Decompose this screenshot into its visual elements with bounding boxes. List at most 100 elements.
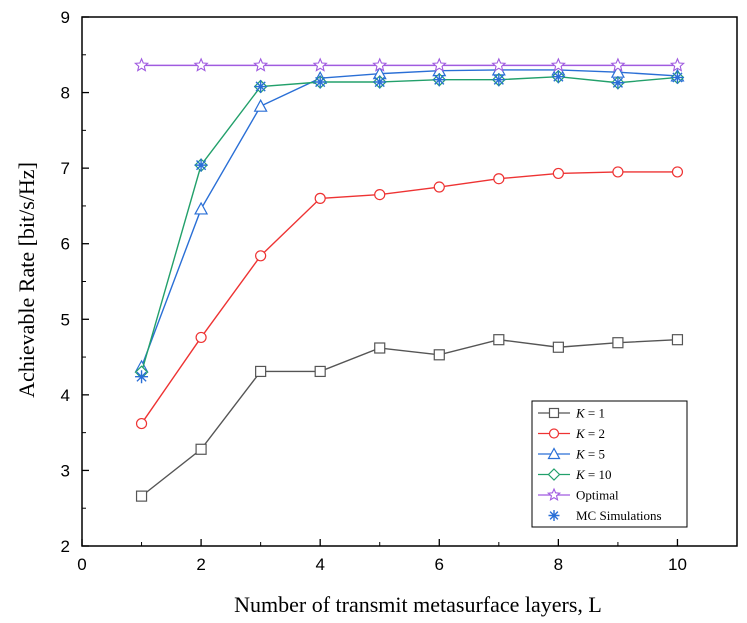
- series-line: [141, 338, 678, 497]
- legend-entry: K = 1: [538, 406, 605, 421]
- y-tick-label: 2: [61, 537, 70, 556]
- series-square: [135, 334, 684, 502]
- data-point: [135, 417, 148, 430]
- data-point: [372, 57, 388, 72]
- data-point: [195, 331, 207, 344]
- x-tick-label: 10: [668, 555, 687, 574]
- series-line: [140, 171, 678, 424]
- legend-label: MC Simulations: [576, 508, 662, 523]
- data-point: [193, 57, 209, 72]
- data-point: [433, 349, 445, 361]
- series-diamond: [134, 69, 685, 380]
- series-triangle: [134, 62, 685, 373]
- mc-simulation-point: [432, 73, 446, 87]
- mc-simulation-point: [194, 158, 208, 172]
- x-tick-label: 2: [196, 555, 205, 574]
- data-point: [194, 201, 209, 215]
- y-tick-label: 3: [61, 461, 70, 480]
- legend-entry: K = 5: [538, 447, 605, 462]
- legend-marker: [548, 510, 560, 521]
- series-line: [140, 69, 678, 368]
- legend-label: K = 1: [575, 406, 605, 421]
- legend-label-text: MC Simulations: [576, 508, 662, 523]
- x-axis-label: Number of transmit metasurface layers, L: [234, 592, 602, 617]
- legend-entry: K = 10: [538, 467, 612, 482]
- mc-simulation-point: [551, 70, 565, 84]
- data-point: [671, 166, 684, 178]
- x-tick-label: 4: [315, 555, 324, 574]
- y-tick-label: 7: [61, 159, 70, 178]
- data-point: [374, 188, 386, 201]
- legend-label-var: K: [575, 467, 586, 482]
- mc-simulation-point: [313, 75, 327, 89]
- data-point: [433, 181, 445, 193]
- data-point: [253, 98, 268, 112]
- data-point: [550, 57, 566, 72]
- data-point: [255, 250, 267, 262]
- mc-simulation-point: [254, 80, 268, 94]
- data-point: [493, 173, 505, 185]
- legend-label-text: = 2: [585, 426, 605, 441]
- x-tick-label: 0: [77, 555, 86, 574]
- mc-simulation-point: [373, 75, 387, 89]
- legend-label-text: = 10: [585, 467, 612, 482]
- legend-entry: MC Simulations: [548, 508, 662, 523]
- y-tick-label: 8: [61, 84, 70, 103]
- legend-marker: [547, 468, 561, 481]
- legend-marker: [548, 407, 560, 419]
- legend-label: K = 10: [575, 467, 612, 482]
- mc-simulations-layer: [135, 70, 684, 384]
- data-point: [671, 334, 684, 346]
- mc-simulation-point: [492, 73, 506, 87]
- legend-label-text: = 1: [585, 406, 605, 421]
- mc-simulation-point: [135, 370, 149, 384]
- data-point: [374, 342, 386, 354]
- data-point: [312, 57, 328, 72]
- data-point: [493, 334, 505, 346]
- legend-label: K = 2: [575, 426, 605, 441]
- data-point: [552, 341, 564, 353]
- data-point: [612, 337, 624, 349]
- y-tick-label: 9: [61, 8, 70, 27]
- y-tick-label: 6: [61, 235, 70, 254]
- data-point: [491, 57, 507, 72]
- x-tick-label: 8: [554, 555, 563, 574]
- data-point: [253, 57, 269, 72]
- x-tick-label: 6: [435, 555, 444, 574]
- mc-simulation-point: [611, 76, 625, 90]
- legend-entry: K = 2: [538, 426, 605, 441]
- series-line: [140, 75, 678, 373]
- data-point: [552, 167, 564, 180]
- data-point: [669, 57, 686, 72]
- y-tick-label: 5: [61, 310, 70, 329]
- legend-label-var: K: [575, 426, 586, 441]
- series-star: [133, 57, 686, 72]
- mc-simulation-point: [670, 70, 684, 84]
- series-circle: [135, 166, 684, 430]
- legend-marker: [548, 428, 560, 439]
- legend-box: [531, 400, 688, 528]
- data-point: [195, 443, 207, 455]
- legend-label-var: K: [575, 447, 586, 462]
- legend-label: Optimal: [576, 488, 619, 503]
- y-axis-label: Achievable Rate [bit/s/Hz]: [14, 162, 39, 398]
- data-point: [133, 57, 150, 72]
- legend-label-text: = 5: [585, 447, 605, 462]
- data-point: [135, 490, 148, 502]
- legend-label-text: Optimal: [576, 488, 619, 503]
- legend-marker: [546, 487, 562, 502]
- legend-label-var: K: [575, 406, 586, 421]
- data-point: [255, 365, 267, 378]
- data-point: [314, 365, 326, 378]
- legend-entry: Optimal: [538, 488, 619, 503]
- data-point: [612, 166, 624, 178]
- legend-label: K = 5: [575, 447, 605, 462]
- data-point: [314, 192, 326, 204]
- data-point: [610, 57, 626, 72]
- legend-marker: [547, 447, 561, 460]
- data-point: [431, 57, 447, 72]
- y-tick-label: 4: [61, 386, 70, 405]
